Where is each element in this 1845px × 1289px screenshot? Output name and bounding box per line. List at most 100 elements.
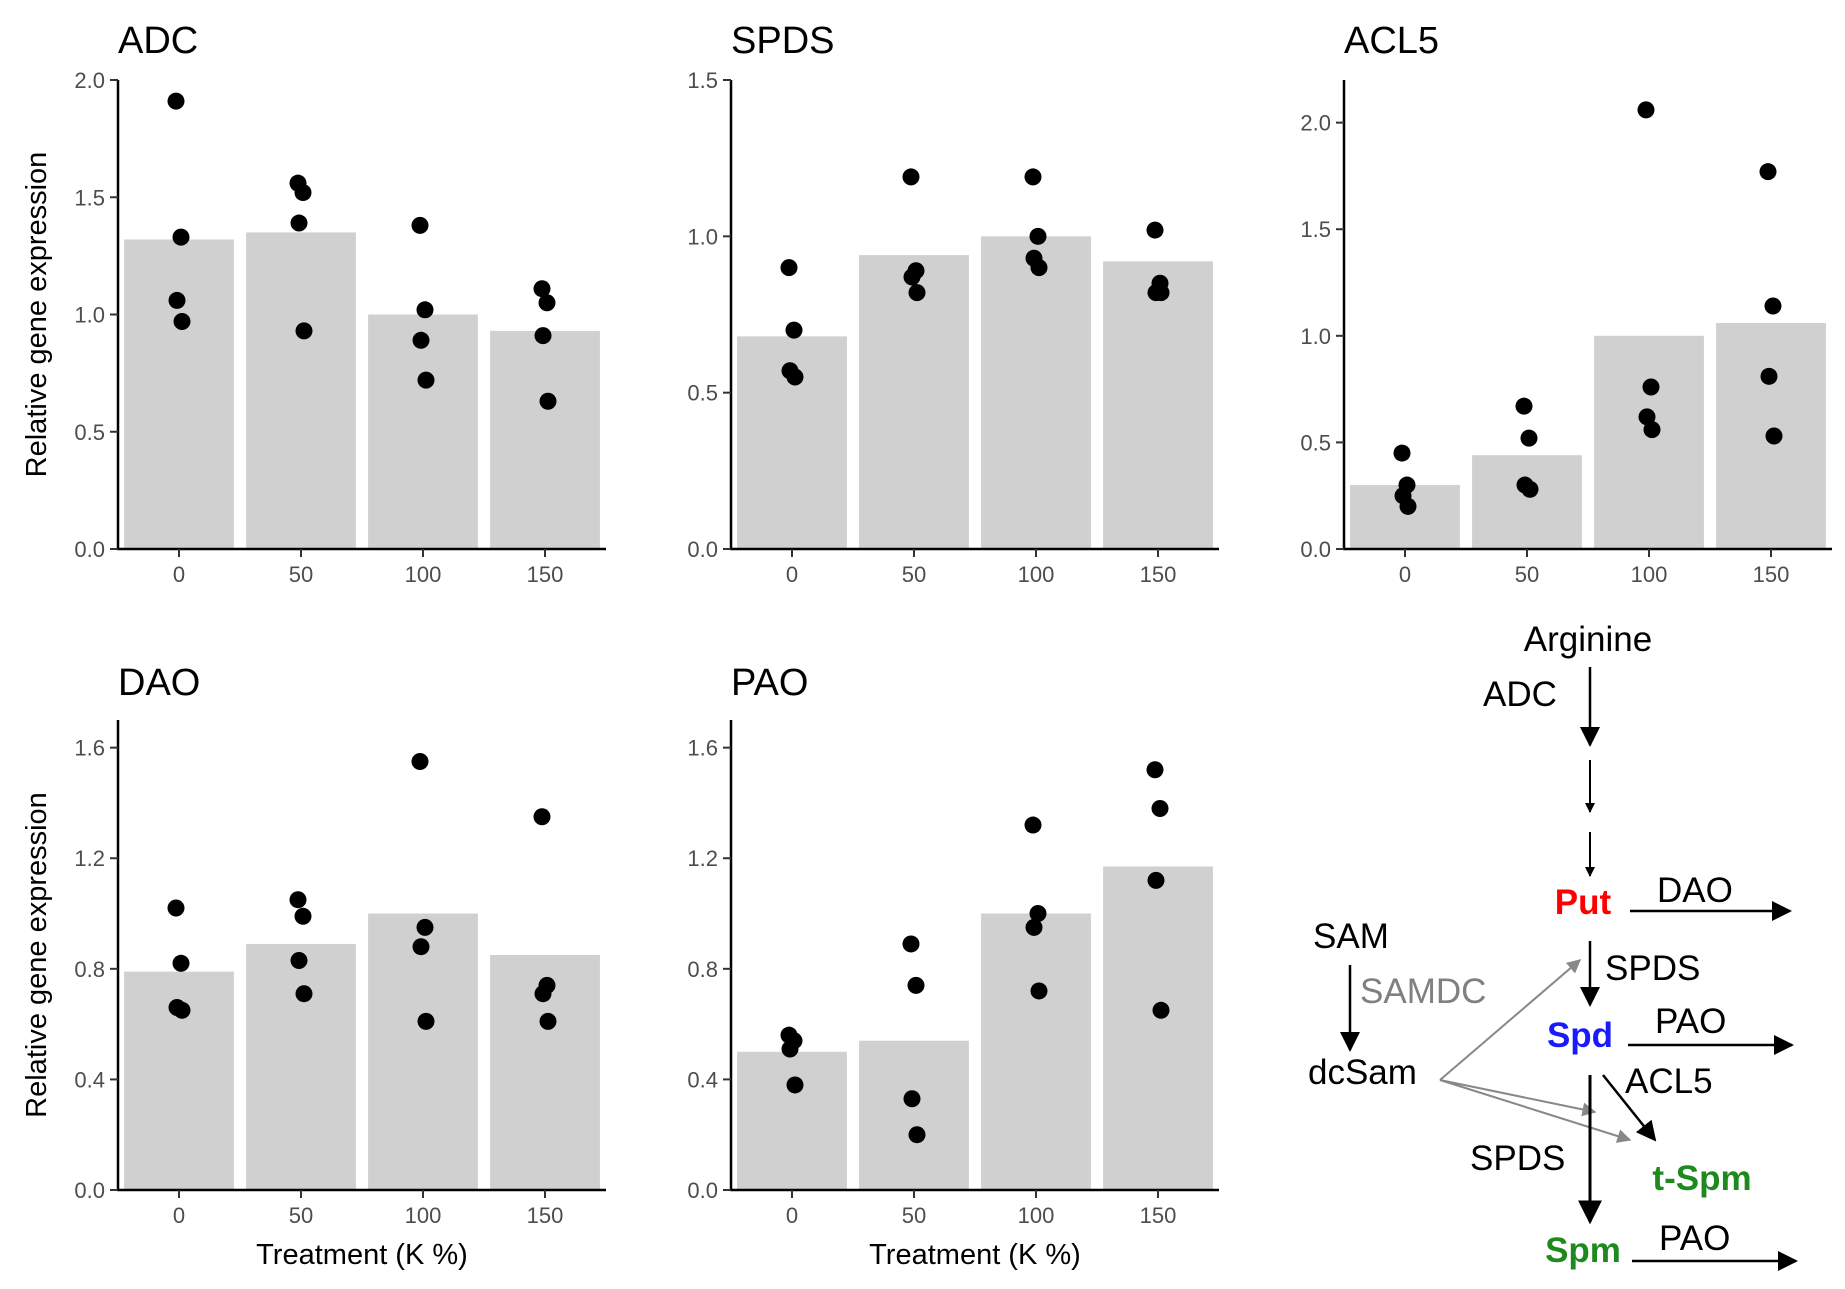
data-point (172, 228, 190, 246)
bar (368, 913, 478, 1190)
data-point (412, 938, 430, 956)
data-point (1146, 761, 1164, 779)
pathway-dcsam: dcSam (1308, 1053, 1417, 1092)
data-point (1146, 221, 1164, 239)
x-tick-label: 150 (527, 562, 564, 587)
chart-pao: PAO 0.0 0.4 0.8 1.2 1.6 0 50 100 150 Treatment (K … (687, 662, 1219, 1271)
y-tick-label: 2.0 (74, 68, 105, 93)
data-point (908, 1126, 926, 1144)
y-tick-label: 0.0 (687, 537, 718, 562)
data-point (907, 976, 925, 994)
data-point (1029, 905, 1047, 923)
data-point (1030, 259, 1048, 277)
data-point (781, 1040, 799, 1058)
x-tick-label: 100 (405, 562, 442, 587)
data-point (533, 808, 551, 826)
data-point (1515, 397, 1533, 415)
pathway-samdc: SAMDC (1360, 972, 1486, 1011)
y-tick-label: 0.4 (74, 1067, 105, 1092)
pathway-acl5: ACL5 (1625, 1062, 1713, 1101)
bar (1472, 455, 1582, 549)
data-point (411, 752, 429, 770)
chart-adc: ADC 0.0 0.5 1.0 1.5 2.0 0 50 100 150 Relative gene… (21, 20, 606, 587)
y-axis-label: Relative gene expression (21, 792, 53, 1118)
data-point (1152, 1001, 1170, 1019)
bar (246, 232, 356, 550)
arrow-spd-tspm (1602, 1074, 1657, 1142)
data-point (417, 1012, 435, 1030)
data-point (1643, 421, 1661, 439)
pathway-diagram: Arginine ADC Put DAO SAM SAMDC SPDS Spd … (1308, 620, 1798, 1271)
y-tick-label: 0.5 (74, 420, 105, 445)
chart-title: ACL5 (1344, 20, 1439, 62)
data-point (1759, 163, 1777, 181)
data-point (780, 259, 798, 277)
chart-spds: SPDS 0.0 0.5 1.0 1.5 0 50 100 150 (687, 20, 1219, 587)
pathway-adc: ADC (1483, 675, 1557, 714)
data-point (1024, 168, 1042, 186)
x-tick-label: 100 (1631, 562, 1668, 587)
bar (859, 1040, 969, 1190)
data-point (1030, 982, 1048, 1000)
pathway-spds2: SPDS (1470, 1139, 1565, 1178)
y-tick-label: 1.2 (687, 846, 718, 871)
bar (368, 314, 478, 549)
chart-title: SPDS (731, 20, 834, 62)
y-tick-label: 1.6 (74, 736, 105, 761)
data-point (1029, 227, 1047, 245)
charts: ADC 0.0 0.5 1.0 1.5 2.0 0 50 100 150 Relative gene… (21, 20, 1832, 1271)
bar (859, 255, 969, 550)
data-point (1152, 284, 1170, 302)
data-point (1637, 101, 1655, 119)
data-point (1520, 429, 1538, 447)
x-tick-label: 0 (173, 1203, 185, 1228)
x-tick-label: 50 (289, 1203, 313, 1228)
bar (124, 239, 234, 549)
x-axis-label: Treatment (K %) (256, 1239, 468, 1271)
y-tick-label: 0.8 (687, 957, 718, 982)
data-point (903, 268, 921, 286)
y-tick-label: 0.0 (1300, 537, 1331, 562)
data-point (1147, 871, 1165, 889)
bar (1103, 261, 1213, 549)
data-point (172, 954, 190, 972)
bar (1103, 866, 1213, 1190)
data-point (1764, 297, 1782, 315)
chart-dao: DAO 0.0 0.4 0.8 1.2 1.6 0 50 100 150 Relative gene… (21, 662, 606, 1271)
data-point (1765, 427, 1783, 445)
x-tick-label: 150 (1140, 1203, 1177, 1228)
bar (981, 236, 1091, 550)
y-tick-label: 0.0 (74, 537, 105, 562)
chart-title: PAO (731, 662, 808, 704)
data-point (295, 985, 313, 1003)
pathway-put: Put (1555, 883, 1612, 922)
data-point (173, 313, 191, 331)
x-tick-label: 0 (786, 1203, 798, 1228)
bar (981, 913, 1091, 1190)
pathway-spm: Spm (1545, 1231, 1621, 1270)
y-tick-label: 1.6 (687, 736, 718, 761)
y-tick-label: 1.5 (687, 68, 718, 93)
y-axis-label: Relative gene expression (21, 152, 53, 478)
y-tick-label: 1.0 (74, 303, 105, 328)
x-tick-label: 150 (1753, 562, 1790, 587)
y-tick-label: 0.4 (687, 1067, 718, 1092)
arrow-dcsam-spds (1439, 959, 1582, 1081)
data-point (1521, 480, 1539, 498)
data-point (416, 301, 434, 319)
data-point (785, 321, 803, 339)
data-point (173, 1001, 191, 1019)
x-tick-label: 0 (173, 562, 185, 587)
x-tick-label: 150 (527, 1203, 564, 1228)
data-point (1393, 444, 1411, 462)
pathway-spd: Spd (1547, 1016, 1613, 1055)
bar (246, 943, 356, 1190)
x-tick-label: 50 (1515, 562, 1539, 587)
y-tick-label: 1.5 (74, 185, 105, 210)
data-point (534, 985, 552, 1003)
pathway-pao1: PAO (1655, 1002, 1726, 1041)
data-point (539, 392, 557, 410)
data-point (411, 216, 429, 234)
x-axis-label: Treatment (K %) (869, 1239, 1081, 1271)
